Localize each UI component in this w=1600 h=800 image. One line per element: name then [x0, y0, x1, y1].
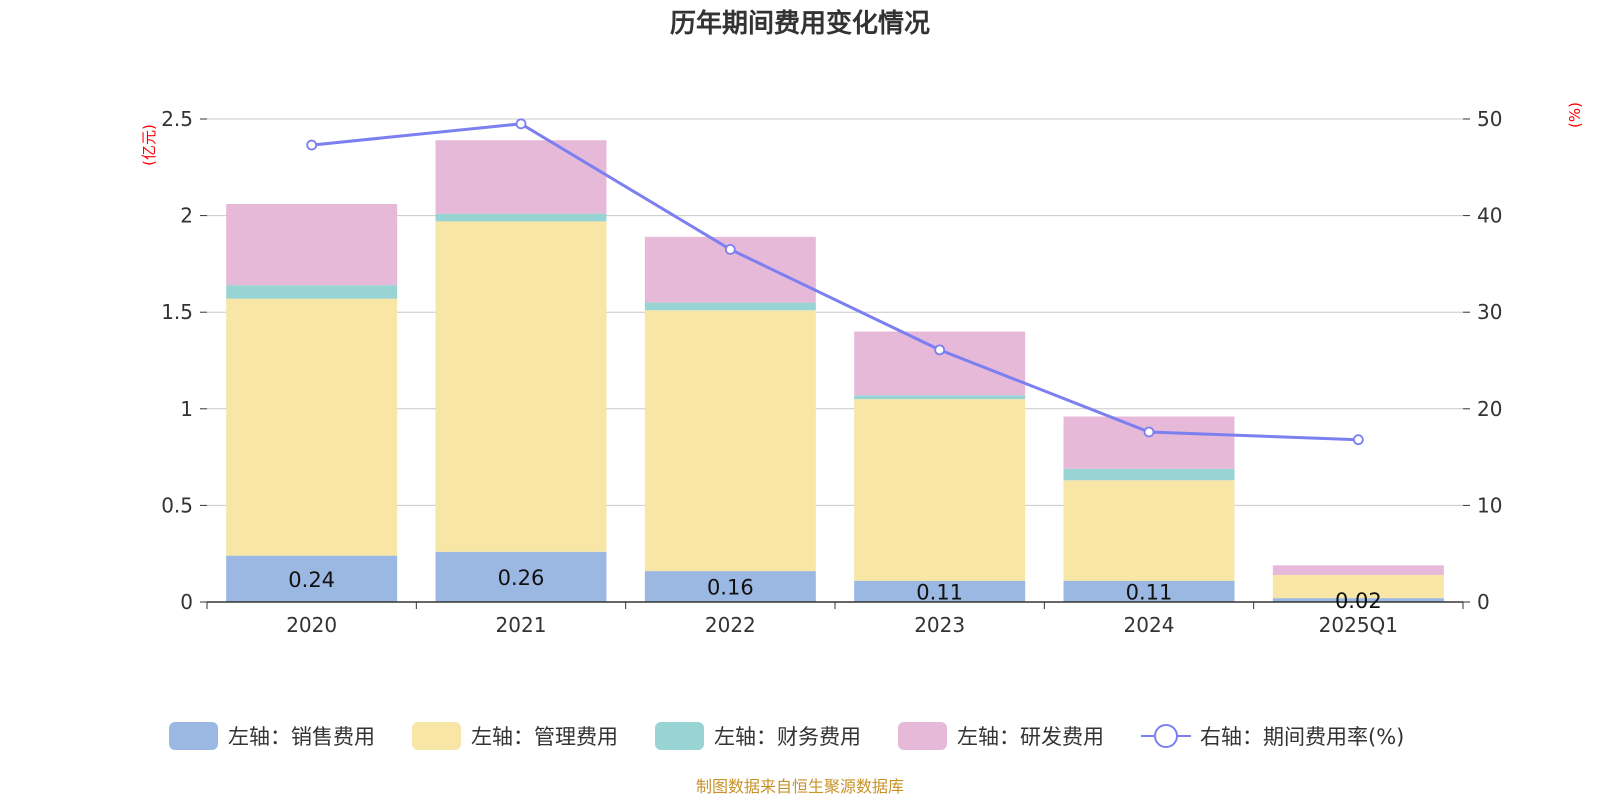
legend-item[interactable]: 左轴：财务费用 — [655, 722, 861, 750]
legend-label: 左轴：财务费用 — [714, 725, 861, 749]
right-axis-tick-label: 10 — [1477, 493, 1502, 517]
legend-swatch — [169, 722, 218, 750]
bar-segment — [435, 221, 607, 552]
x-axis-tick-label: 2021 — [496, 613, 547, 637]
right-axis-tick-label: 40 — [1477, 204, 1502, 228]
right-axis-tick-label: 30 — [1477, 300, 1502, 324]
bar-segment — [644, 302, 816, 311]
chart-title: 历年期间费用变化情况 — [670, 8, 930, 39]
bar-segment — [1272, 565, 1444, 575]
legend-label: 右轴：期间费用率(%) — [1200, 725, 1404, 749]
data-labels: 0.24 0.26 0.16 0.11 0.11 0.02 — [288, 566, 1381, 613]
bar-segment — [226, 285, 398, 299]
right-axis-tick-label: 0 — [1477, 590, 1490, 614]
rate-line — [311, 122, 1359, 442]
x-axis-tick-label: 2025Q1 — [1319, 613, 1398, 637]
x-axis-tick-label: 2023 — [914, 613, 965, 637]
bar-segment — [1063, 468, 1235, 481]
bar-segment — [854, 580, 1026, 602]
rate-point — [934, 344, 946, 356]
grid-lines — [207, 118, 1463, 506]
left-axis-unit: (亿元) — [140, 124, 158, 166]
legend-item[interactable]: 左轴：销售费用 — [169, 722, 375, 750]
bar-segment — [1272, 598, 1444, 602]
right-axis-tick-label: 20 — [1477, 397, 1502, 421]
legend-swatch — [898, 722, 947, 750]
bar-segment — [854, 331, 1026, 396]
bar-segment — [644, 310, 816, 572]
legend-item[interactable]: 左轴：管理费用 — [412, 722, 618, 750]
bar-segment — [226, 555, 398, 602]
legend-item[interactable]: 左轴：研发费用 — [898, 722, 1104, 750]
legend[interactable]: 左轴：销售费用 左轴：管理费用 左轴：财务费用 左轴：研发费用 右轴：期间费用率(%) — [169, 722, 1404, 750]
bar-segment — [226, 298, 398, 556]
legend-label: 左轴：管理费用 — [471, 725, 618, 749]
axes: 0 0.5 1 1.5 2 2.5 0 10 20 30 40 50 2020 2021 2022 2023 2… — [161, 107, 1502, 637]
data-label: 0.26 — [498, 566, 545, 590]
x-axis-tick-label: 2020 — [286, 613, 337, 637]
data-label: 0.11 — [916, 580, 963, 604]
right-axis-unit: (%) — [1566, 102, 1584, 128]
data-label: 0.24 — [288, 568, 335, 592]
bar-segment — [1063, 416, 1235, 469]
legend-label: 左轴：销售费用 — [228, 725, 375, 749]
left-axis-tick-label: 2 — [180, 204, 193, 228]
right-axis-tick-label: 50 — [1477, 107, 1502, 131]
legend-swatch — [655, 722, 704, 750]
bar-segment — [1272, 574, 1444, 599]
rate-point — [306, 139, 318, 151]
data-label: 0.02 — [1335, 589, 1382, 613]
line-series — [306, 118, 1364, 446]
data-label: 0.11 — [1126, 580, 1173, 604]
x-axis-tick-label: 2022 — [705, 613, 756, 637]
left-axis-tick-label: 1.5 — [161, 300, 193, 324]
left-axis-tick-label: 0.5 — [161, 493, 193, 517]
legend-marker — [1154, 724, 1178, 748]
bar-segment — [644, 571, 816, 602]
rate-point — [515, 118, 527, 130]
bar-segment — [435, 213, 607, 222]
left-axis-tick-label: 0 — [180, 590, 193, 614]
source-note: 制图数据来自恒生聚源数据库 — [696, 777, 904, 796]
data-label: 0.16 — [707, 576, 754, 600]
bar-segment — [854, 395, 1026, 400]
bar-segment — [435, 551, 607, 602]
left-axis-tick-label: 1 — [180, 397, 193, 421]
legend-label: 左轴：研发费用 — [957, 725, 1104, 749]
x-axis-tick-label: 2024 — [1124, 613, 1175, 637]
rate-point — [1352, 434, 1364, 446]
rate-point — [1143, 426, 1155, 438]
rate-point — [724, 244, 736, 255]
legend-item[interactable]: 右轴：期间费用率(%) — [1141, 724, 1404, 749]
bar-segment — [854, 399, 1026, 581]
bar-segment — [226, 204, 398, 286]
bar-series — [226, 140, 1444, 602]
bar-segment — [1063, 580, 1235, 602]
left-axis-tick-label: 2.5 — [161, 107, 193, 131]
bar-segment — [1063, 480, 1235, 581]
legend-swatch — [412, 722, 461, 750]
bar-segment — [435, 140, 607, 214]
